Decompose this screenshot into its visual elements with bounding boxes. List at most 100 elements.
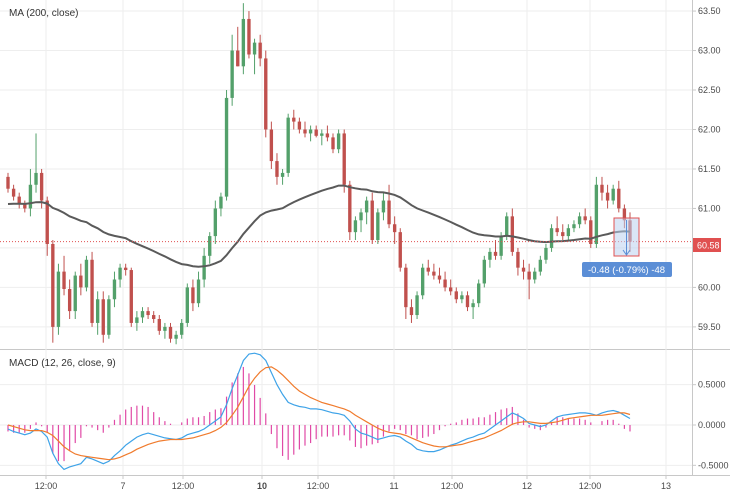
candle-body [398, 232, 402, 268]
x-tick-label: 12:00 [35, 481, 58, 491]
candle-body [605, 192, 610, 201]
candle-body [303, 129, 307, 134]
price-tick-label: 59.50 [698, 322, 721, 332]
price-tick-label: 61.50 [698, 164, 721, 174]
candle-body [202, 255, 206, 280]
candle-body [51, 243, 55, 327]
candle-body [555, 228, 559, 233]
x-tick-label: 13 [661, 481, 671, 491]
candle-body [157, 318, 161, 331]
candle-body [370, 200, 374, 241]
x-tick-label: 12:00 [307, 481, 330, 491]
candle-body [437, 275, 442, 280]
candle-body [129, 270, 133, 323]
price-tick-label: 62.50 [698, 85, 721, 95]
ma-200-line [7, 184, 631, 268]
measure-arrowhead-icon [622, 249, 631, 256]
price-tick-label: 61.00 [698, 203, 721, 213]
candle-body [163, 326, 167, 331]
x-tick-label: 12:00 [441, 481, 464, 491]
candle-body [477, 283, 481, 304]
candle-body [611, 188, 615, 201]
candle-body [336, 133, 341, 150]
candle-body [107, 299, 111, 335]
macd-tick-label: 0.5000 [698, 380, 726, 390]
candle-body [168, 326, 173, 339]
price-tick-label: 60.00 [698, 282, 721, 292]
candle-body [589, 220, 593, 244]
candle-body [101, 299, 105, 335]
candle-body [213, 208, 218, 237]
price-tick-label: 63.50 [698, 6, 721, 16]
candle-body [219, 196, 223, 209]
candle-body [269, 129, 274, 162]
candle-body [533, 271, 537, 280]
candle-body [34, 172, 38, 185]
candle-body [510, 216, 515, 252]
candle-body [258, 42, 262, 59]
candle-body [376, 212, 380, 241]
candle-body [465, 295, 470, 308]
candle-body [90, 259, 94, 323]
candle-body [252, 42, 257, 55]
candle-body [118, 267, 122, 280]
current-price-badge [693, 238, 721, 252]
candle-body [342, 133, 346, 185]
candle-body [617, 188, 621, 209]
candle-body [196, 279, 201, 304]
candle-body [230, 50, 234, 98]
candle-body [482, 259, 486, 284]
candle-body [286, 117, 290, 173]
candle-body [73, 275, 77, 312]
candle-body [84, 259, 89, 288]
x-tick-label: 12 [522, 481, 532, 491]
candle-body [123, 267, 128, 271]
candle-body [28, 184, 33, 209]
candle-body [62, 271, 66, 289]
candle-body [594, 184, 599, 244]
candle-body [135, 317, 139, 323]
candle-body [505, 216, 509, 237]
candle-body [493, 251, 498, 256]
macd-pane-title: MACD (12, 26, close, 9) [9, 358, 116, 369]
candle-body [443, 279, 447, 288]
candle-body [152, 315, 156, 319]
x-tick-label: 11 [389, 481, 398, 491]
candle-body [39, 172, 44, 201]
candle-body [387, 200, 391, 225]
price-pane-title: MA (200, close) [9, 8, 78, 19]
candle-body [381, 200, 386, 213]
candle-body [449, 287, 453, 292]
candle-body [432, 271, 436, 276]
candle-body [56, 271, 61, 327]
candle-body [264, 58, 268, 130]
candle-body [471, 303, 475, 308]
candle-body [409, 307, 414, 316]
candle-body [67, 288, 72, 312]
candle-body [224, 97, 229, 197]
candle-body [544, 247, 548, 260]
price-tick-label: 63.00 [698, 46, 721, 56]
price-tick-label: 62.00 [698, 124, 721, 134]
candle-body [454, 291, 458, 300]
candle-body [95, 299, 100, 323]
candle-body [516, 251, 520, 268]
candle-body [45, 200, 49, 244]
candle-body [11, 188, 16, 197]
macd-signal-line [7, 366, 631, 461]
candle-body [527, 271, 531, 280]
candle-body [521, 267, 526, 272]
x-tick-label: 12:00 [172, 481, 195, 491]
candle-body [549, 228, 554, 248]
candle-body [499, 236, 503, 256]
candle-body [241, 18, 246, 67]
candle-body [112, 279, 117, 300]
candle-body [320, 133, 324, 136]
candle-body [275, 161, 279, 177]
candle-body [364, 200, 369, 213]
candle-body [297, 121, 302, 130]
x-tick-label: 10 [257, 481, 267, 491]
candle-body [622, 208, 627, 221]
candle-body [353, 220, 358, 233]
